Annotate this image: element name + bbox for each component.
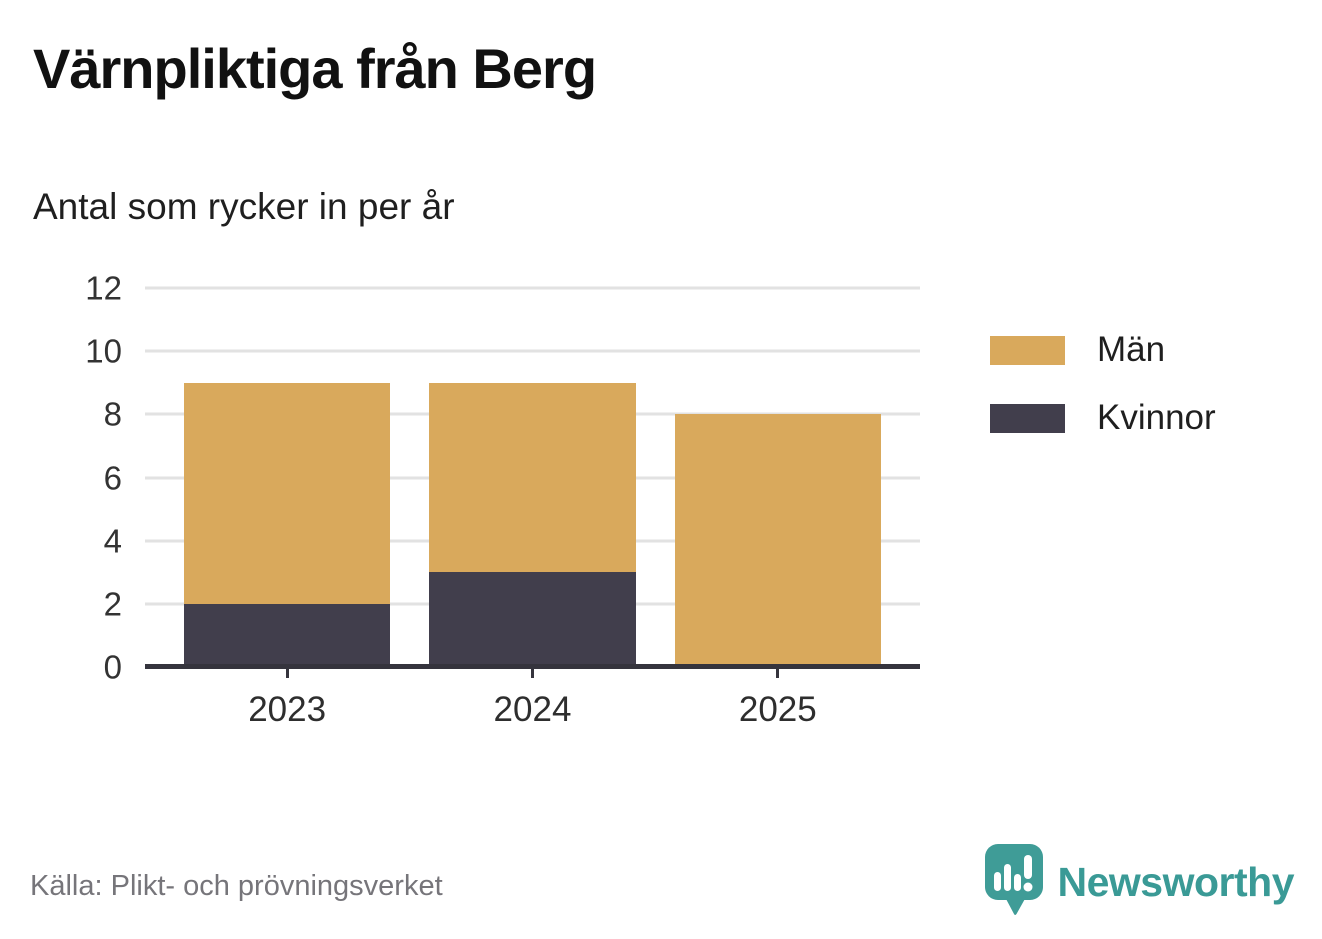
chart-subtitle: Antal som rycker in per år [33, 186, 455, 227]
bar-segment-kvinnor [429, 572, 636, 667]
brand-name: Newsworthy [1057, 859, 1295, 905]
tick-mark [530, 669, 534, 678]
bar-segment-kvinnor [184, 603, 391, 667]
x-tick-label: 2023 [248, 690, 327, 729]
tick-mark [776, 669, 780, 678]
x-tick-label: 2025 [738, 690, 817, 729]
x-tick-label: 2024 [493, 690, 572, 729]
bar-columns [145, 288, 920, 667]
legend-swatch [990, 403, 1065, 433]
gridline [145, 349, 920, 353]
bar-2025 [674, 288, 881, 667]
page-title: Värnpliktiga från Berg [33, 37, 597, 100]
y-axis: 0 2 4 6 8 10 12 [0, 272, 122, 684]
tick-cell [675, 669, 881, 678]
tick-cell [429, 669, 635, 678]
x-axis-line [145, 664, 920, 669]
newsworthy-logo-icon [984, 843, 1046, 922]
bar-segment-män [429, 382, 636, 573]
legend-item-män: Män [990, 330, 1216, 370]
legend-label: Kvinnor [1097, 398, 1216, 437]
tick-mark [285, 669, 289, 678]
bar-segment-män [184, 382, 391, 604]
legend: Män Kvinnor [990, 330, 1216, 438]
legend-item-kvinnor: Kvinnor [990, 398, 1216, 438]
source-text: Källa: Plikt- och prövningsverket [30, 870, 443, 902]
gridline [145, 286, 920, 290]
x-axis-ticks [145, 669, 920, 678]
brand-lockup: Newsworthy [984, 843, 1295, 922]
y-tick-label: 2 [103, 585, 122, 623]
plot-area [145, 286, 920, 667]
legend-swatch [990, 335, 1065, 365]
y-tick-label: 10 [85, 332, 122, 370]
tick-cell [184, 669, 390, 678]
y-tick-label: 12 [85, 269, 122, 307]
bar-2023 [184, 288, 391, 667]
y-tick-label: 4 [103, 522, 122, 560]
x-axis-labels: 2023 2024 2025 [145, 690, 920, 730]
bar-segment-män [674, 414, 881, 667]
y-tick-label: 0 [103, 648, 122, 686]
legend-label: Män [1097, 330, 1166, 369]
bar-2024 [429, 288, 636, 667]
y-tick-label: 6 [103, 459, 122, 496]
y-tick-label: 8 [103, 395, 122, 433]
